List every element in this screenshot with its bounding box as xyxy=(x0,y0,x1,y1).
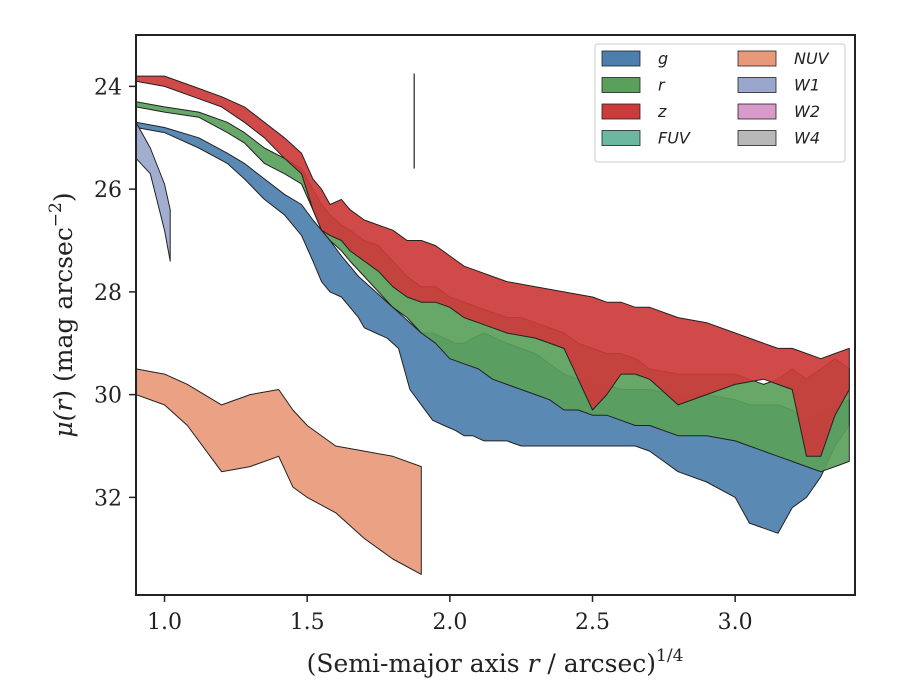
legend-label-g: g xyxy=(658,49,668,68)
legend-label-w4: W4 xyxy=(794,129,820,148)
legend-label-w2: W2 xyxy=(794,102,820,121)
legend-label-fuv: FUV xyxy=(658,129,691,148)
x-tick-label: 1.0 xyxy=(147,610,182,635)
plot-frame xyxy=(135,34,856,596)
x-tick-label: 2.0 xyxy=(432,610,467,635)
x-tick-label: 1.5 xyxy=(290,610,325,635)
x-tick-label: 2.5 xyxy=(575,610,610,635)
legend-box xyxy=(594,43,846,163)
series-band-w1 xyxy=(136,121,171,262)
legend-swatch-w2 xyxy=(737,103,777,120)
y-tick-label: 30 xyxy=(94,384,122,409)
x-axis-label: (Semi-major axis r / arcsec)1/4 xyxy=(307,646,684,678)
legend-swatch-z xyxy=(601,103,641,120)
legend-label-nuv: NUV xyxy=(794,49,830,68)
legend-label-w1: W1 xyxy=(794,76,820,95)
y-axis-ticks: 24 26 28 30 32 xyxy=(94,75,136,511)
x-axis-ticks: 1.0 1.5 2.0 2.5 3.0 xyxy=(147,595,753,635)
legend: grz FUV NUV W1 W2 W4 xyxy=(594,43,846,163)
legend-swatch-g xyxy=(601,50,641,67)
y-axis-label: μ(r) (mag arcsec−2) xyxy=(46,192,78,437)
y-tick-label: 28 xyxy=(94,281,122,306)
legend-swatch-w4 xyxy=(737,130,777,146)
legend-swatch-w1 xyxy=(737,77,777,93)
legend-label-z: z xyxy=(657,102,667,121)
legend-swatch-fuv xyxy=(601,130,641,146)
legend-label-r: r xyxy=(658,76,666,95)
legend-swatch-nuv xyxy=(737,50,777,67)
x-tick-label: 3.0 xyxy=(718,610,753,635)
legend-swatch-r xyxy=(601,77,641,93)
series-band-z xyxy=(136,75,850,457)
series-layer xyxy=(136,75,850,575)
y-tick-label: 26 xyxy=(94,178,122,203)
series-band-nuv xyxy=(136,368,422,575)
y-tick-label: 32 xyxy=(94,486,122,511)
y-tick-label: 24 xyxy=(94,75,122,100)
